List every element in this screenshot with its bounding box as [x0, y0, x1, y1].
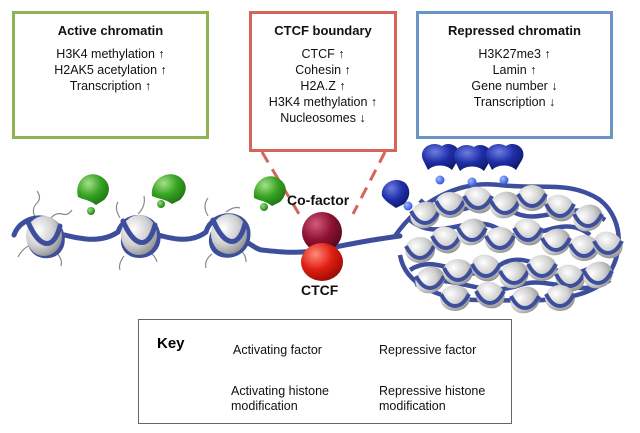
- activating-factor: [77, 174, 109, 205]
- active-item: H2AK5 acetylation ↑: [54, 63, 167, 77]
- ctcf-item: CTCF ↑: [301, 47, 345, 61]
- key-activating-mod-label: Activating histone modification: [231, 384, 329, 413]
- ctcf-boundary-title: CTCF boundary: [274, 23, 372, 38]
- ctcf-item: H3K4 methylation ↑: [268, 95, 378, 109]
- dna-wrap: [498, 270, 530, 285]
- dna-wrap: [484, 235, 516, 250]
- active-chromatin-box: Active chromatin H3K4 methylation ↑ H2AK…: [12, 11, 209, 139]
- repressive-factor: [485, 143, 524, 170]
- dna-wrap: [456, 227, 488, 242]
- histone-tails: [17, 190, 247, 271]
- key-activating-factor-label: Activating factor: [233, 343, 322, 357]
- ctcf-connector-right: [351, 151, 387, 215]
- repressive-histone-mod: [403, 201, 413, 211]
- dna-wrap: [25, 217, 248, 246]
- repressive-factor: [421, 143, 460, 170]
- ctcf-label: CTCF: [301, 282, 339, 298]
- repressed-item: Lamin ↑: [492, 63, 537, 77]
- dna-wrap: [572, 213, 604, 228]
- dna-wrap: [540, 237, 572, 252]
- nucleosome: [26, 216, 62, 256]
- ctcf-shape: [301, 243, 343, 281]
- dna-wrap: [592, 240, 624, 255]
- dna-wrap: [439, 293, 471, 308]
- dna-wrap: [404, 245, 436, 260]
- dna-wrap: [489, 200, 521, 215]
- dna-wrap: [442, 267, 474, 282]
- activating-factor: [253, 176, 286, 206]
- dna-wrap: [516, 193, 548, 208]
- ctcf-item: H2A.Z ↑: [300, 79, 346, 93]
- dna-wrap: [544, 203, 576, 218]
- dna-wrap: [414, 275, 446, 290]
- ctcf-item: Nucleosomes ↓: [280, 111, 366, 125]
- active-item: Transcription ↑: [69, 79, 152, 93]
- activating-histone-mod: [260, 203, 268, 211]
- dna-wrap: [509, 295, 541, 310]
- dna-wrap: [512, 227, 544, 242]
- key-title: Key: [157, 335, 185, 352]
- dna-wrap: [554, 273, 586, 288]
- repressive-factor: [453, 144, 492, 171]
- repressive-factor: [381, 179, 410, 208]
- dna-wrap: [430, 235, 462, 250]
- ctcf-item: Cohesin ↑: [295, 63, 351, 77]
- repressed-chromatin-title: Repressed chromatin: [448, 23, 581, 38]
- ctcf-boundary-box: CTCF boundary CTCF ↑ Cohesin ↑ H2A.Z ↑ H…: [249, 11, 397, 152]
- key-legend: Key Activating factor Repressive factor …: [138, 319, 512, 424]
- dna-wrap: [526, 263, 558, 278]
- active-chromatin-title: Active chromatin: [57, 23, 164, 38]
- repressed-item: Gene number ↓: [471, 79, 558, 93]
- ctcf-connector-left: [260, 151, 301, 215]
- nucleosome: [211, 214, 247, 254]
- repressive-histone-mod: [435, 175, 445, 185]
- dna-wrap: [544, 293, 576, 308]
- key-repressive-factor-label: Repressive factor: [379, 343, 477, 357]
- active-item: H3K4 methylation ↑: [56, 47, 165, 61]
- cofactor-label: Co-factor: [287, 192, 350, 208]
- dna-wrap: [470, 263, 502, 278]
- key-repressive-mod-label: Repressive histone modification: [379, 384, 486, 413]
- activating-histone-mod: [87, 207, 95, 215]
- dna-wrap: [409, 210, 441, 225]
- repressed-chromatin-cluster: [393, 182, 624, 314]
- dna-wrap: [582, 270, 614, 285]
- dna-strand: [11, 213, 403, 259]
- dna-wrap: [474, 290, 506, 305]
- cofactor-shape: [302, 212, 342, 252]
- activating-factor: [151, 174, 186, 204]
- dna-wrap: [462, 195, 494, 210]
- repressed-item: H3K27me3 ↑: [478, 47, 551, 61]
- activating-histone-mod: [157, 200, 165, 208]
- dna-wrap: [434, 200, 466, 215]
- repressed-chromatin-box: Repressed chromatin H3K27me3 ↑ Lamin ↑ G…: [416, 11, 613, 139]
- repressed-item: Transcription ↓: [473, 95, 556, 109]
- repressive-histone-mod: [467, 177, 477, 187]
- repressive-histone-mod: [499, 175, 509, 185]
- nucleosome: [121, 215, 157, 255]
